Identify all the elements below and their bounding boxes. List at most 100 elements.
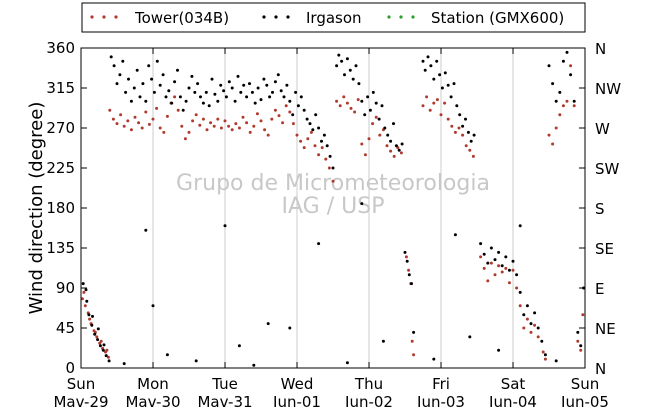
data-point [572,99,576,103]
data-point [547,133,551,137]
data-point [435,98,439,102]
data-point [196,82,200,86]
data-point [367,137,371,141]
data-point [115,122,119,126]
data-point [479,242,483,246]
data-point [306,137,310,141]
data-point [147,64,151,68]
data-point [314,113,318,117]
data-point [129,99,133,103]
data-point [271,90,274,94]
data-point [101,348,105,352]
data-point [233,99,237,103]
data-point [279,89,283,93]
data-point [452,82,456,86]
data-point [216,99,220,103]
legend-marker-irgason [262,15,266,19]
data-point [223,224,227,228]
data-point [313,144,317,148]
data-point [377,117,381,121]
data-point [165,353,169,357]
ticks-layer: 04590135180225270315360NNEESESSWWNWNSunM… [46,39,621,409]
data-point [547,64,551,68]
data-point [187,130,191,134]
data-point [90,323,94,327]
data-point [511,259,515,263]
data-point [151,117,155,121]
data-point [124,90,128,94]
data-point [386,133,390,137]
data-point [469,139,473,143]
data-point [453,130,457,134]
data-point [245,121,249,125]
x-tick-label-date: Iun-05 [561,393,609,409]
data-point [429,64,433,68]
data-point [412,353,416,357]
data-point [115,82,119,86]
legend: Tower(034B) Irgason Station (GMX600) [81,2,586,33]
data-point [421,59,425,63]
x-tick-label-day: Fri [432,375,450,393]
data-point [127,77,130,81]
data-point [439,113,443,117]
data-point [500,264,504,268]
x-tick-label-day: Thu [354,375,383,393]
data-point [461,133,465,137]
data-point [320,146,324,150]
data-point [302,146,306,150]
data-point [497,264,501,268]
data-point [158,83,162,87]
data-point [464,144,468,148]
data-point [472,133,476,137]
x-tick-label-day: Mon [137,375,169,393]
data-point [262,77,266,81]
data-point [343,73,346,77]
data-point [162,130,166,134]
data-point [158,126,162,130]
data-point [340,59,344,63]
data-point [219,83,223,87]
data-point [327,166,331,170]
data-point [317,126,321,130]
data-point [504,266,508,270]
data-point [224,95,228,99]
data-point [245,95,249,99]
y-axis-label: Wind direction (degree) [26,102,47,315]
data-point [421,104,425,108]
data-point [576,330,580,334]
data-point [96,338,100,342]
data-point [302,108,306,112]
data-point [237,126,241,130]
data-point [561,59,565,63]
data-point [129,128,133,132]
y-right-tick-label: SW [595,160,620,178]
data-point [374,115,378,119]
data-point [385,144,389,148]
watermark-line-2: IAG / USP [282,194,385,219]
data-point [497,348,501,352]
x-tick-label-date: Mav-30 [125,393,180,409]
data-point [121,59,125,63]
data-point [320,139,323,143]
data-point [99,339,103,343]
data-point [569,64,573,68]
data-point [432,357,436,361]
data-point [178,95,182,99]
data-point [455,104,459,108]
data-point [112,64,116,68]
y-tick-label: 0 [65,359,75,377]
data-point [248,130,252,134]
data-point [328,154,332,158]
data-point [252,124,256,128]
data-point [230,86,234,90]
data-point [164,95,168,99]
data-point [167,89,171,93]
data-point [446,117,450,121]
series-0 [80,64,585,361]
data-point [342,95,346,99]
data-point [360,99,364,103]
data-point [173,80,177,84]
data-point [551,82,555,86]
legend-marker-irgason [274,15,278,19]
data-point [360,142,364,146]
